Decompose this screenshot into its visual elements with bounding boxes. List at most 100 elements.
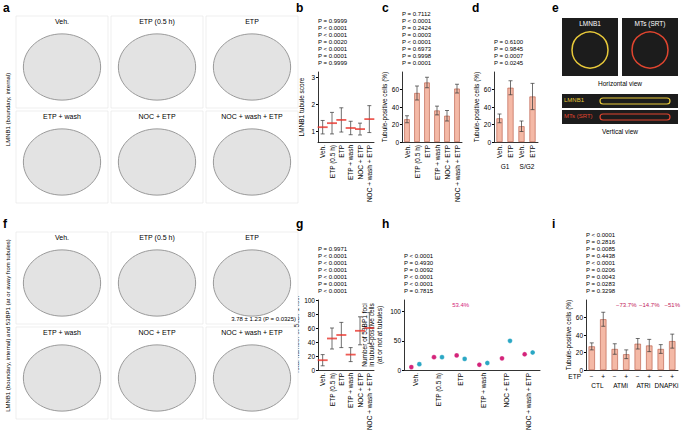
svg-text:S/G2: S/G2: [520, 163, 535, 170]
svg-text:NOC + wash + ETP: NOC + wash + ETP: [454, 145, 461, 202]
svg-text:ETP: ETP: [245, 234, 259, 241]
svg-text:LMNB1 (boundary, internal): LMNB1 (boundary, internal): [5, 73, 11, 146]
svg-text:1: 1: [311, 128, 315, 135]
svg-text:−: −: [659, 373, 663, 380]
svg-text:ETP: ETP: [424, 145, 431, 158]
svg-text:NOC + ETP: NOC + ETP: [138, 113, 175, 120]
svg-text:P < 0.0001: P < 0.0001: [586, 232, 616, 238]
svg-text:+: +: [647, 373, 651, 380]
svg-text:P = 0.3298: P = 0.3298: [586, 288, 616, 294]
svg-text:P = 0.0043: P = 0.0043: [586, 274, 616, 280]
svg-text:DNAPKi: DNAPKi: [655, 382, 679, 389]
svg-text:20: 20: [308, 353, 316, 360]
svg-text:53.4%: 53.4%: [452, 302, 470, 308]
svg-text:P < 0.0001: P < 0.0001: [318, 274, 348, 280]
svg-text:P = 0.0206: P = 0.0206: [586, 267, 616, 273]
svg-text:LMNB1 (boundary, internal) and: LMNB1 (boundary, internal) and 53BP1 (at…: [5, 239, 11, 412]
svg-text:ETP: ETP: [457, 373, 464, 386]
svg-text:f: f: [3, 217, 8, 231]
svg-text:e: e: [552, 1, 559, 15]
svg-text:20: 20: [576, 349, 584, 356]
svg-text:60: 60: [308, 325, 316, 332]
svg-text:P = 0.0001: P = 0.0001: [318, 281, 348, 287]
svg-text:g: g: [296, 217, 303, 231]
svg-text:P = 0.0085: P = 0.0085: [586, 246, 616, 252]
svg-text:P < 0.0001: P < 0.0001: [318, 260, 348, 266]
svg-text:Veh.: Veh.: [319, 373, 326, 386]
svg-text:NOC + ETP: NOC + ETP: [503, 373, 510, 408]
svg-text:−: −: [636, 373, 640, 380]
svg-text:P = 0.9999: P = 0.9999: [318, 18, 348, 24]
svg-text:60: 60: [576, 314, 584, 321]
svg-text:MTs (SRT): MTs (SRT): [635, 20, 666, 28]
svg-text:ETP: ETP: [568, 373, 581, 380]
svg-text:+: +: [601, 373, 605, 380]
svg-text:NOC + ETP: NOC + ETP: [138, 329, 175, 336]
svg-text:40: 40: [484, 104, 492, 111]
svg-text:P = 0.0007: P = 0.0007: [494, 53, 524, 59]
svg-text:P < 0.0001: P < 0.0001: [586, 260, 616, 266]
svg-text:P = 0.0001: P = 0.0001: [318, 53, 348, 59]
svg-text:P = 0.0092: P = 0.0092: [404, 267, 434, 273]
svg-text:0: 0: [395, 139, 399, 146]
svg-text:P = 0.4930: P = 0.4930: [404, 260, 434, 266]
svg-text:0: 0: [487, 139, 491, 146]
svg-text:ETP (0.5 h): ETP (0.5 h): [329, 373, 337, 406]
svg-text:ETP (0.5 h): ETP (0.5 h): [139, 234, 175, 242]
svg-text:P < 0.0001: P < 0.0001: [404, 253, 434, 259]
svg-text:P < 0.0001: P < 0.0001: [402, 18, 432, 24]
svg-text:P < 0.0001: P < 0.0001: [318, 32, 348, 38]
svg-text:Veh.: Veh.: [412, 373, 419, 386]
svg-text:NOC + ETP: NOC + ETP: [444, 145, 451, 180]
svg-text:b: b: [296, 1, 303, 15]
svg-text:NOC + wash + ETP: NOC + wash + ETP: [221, 329, 283, 336]
svg-text:ETP + wash: ETP + wash: [43, 113, 81, 120]
svg-text:ETP: ETP: [338, 145, 345, 158]
svg-text:NOC + wash + ETP: NOC + wash + ETP: [366, 373, 373, 430]
svg-text:h: h: [382, 217, 389, 231]
svg-text:Horizontal view: Horizontal view: [598, 80, 642, 87]
svg-text:P = 0.0003: P = 0.0003: [402, 32, 432, 38]
svg-text:ETP (0.5 h): ETP (0.5 h): [435, 373, 443, 406]
svg-text:G1: G1: [501, 163, 510, 170]
svg-text:Tubule-positive cells (%): Tubule-positive cells (%): [565, 300, 573, 371]
svg-text:Veh.: Veh.: [404, 145, 411, 158]
svg-text:P < 0.0001: P < 0.0001: [318, 46, 348, 52]
svg-text:P < 0.0001: P < 0.0001: [318, 288, 348, 294]
svg-text:80: 80: [308, 311, 316, 318]
svg-text:100: 100: [304, 297, 315, 304]
svg-text:Tubule-positive cells (%): Tubule-positive cells (%): [381, 72, 389, 143]
svg-text:P = 0.9845: P = 0.9845: [494, 46, 524, 52]
svg-text:40: 40: [308, 339, 316, 346]
svg-text:ETP + wash: ETP + wash: [347, 145, 354, 180]
svg-text:NOC + wash + ETP: NOC + wash + ETP: [366, 145, 373, 202]
svg-text:Veh.: Veh.: [518, 145, 525, 158]
svg-text:P = 0.9998: P = 0.9998: [402, 53, 432, 59]
svg-text:P = 0.4438: P = 0.4438: [586, 253, 616, 259]
svg-text:(at or not at tubules): (at or not at tubules): [376, 306, 384, 364]
svg-text:P < 0.0001: P < 0.0001: [318, 253, 348, 259]
svg-text:P = 0.6100: P = 0.6100: [494, 39, 524, 45]
svg-text:P = 0.2816: P = 0.2816: [586, 239, 616, 245]
svg-text:3.78 ± 1.23 (P = 0.0325): 3.78 ± 1.23 (P = 0.0325): [231, 316, 296, 322]
svg-text:P = 0.0001: P = 0.0001: [402, 60, 432, 66]
svg-text:LMNB1: LMNB1: [579, 20, 601, 27]
svg-text:50: 50: [394, 337, 402, 344]
svg-text:ETP: ETP: [338, 373, 345, 386]
svg-text:ETP + wash: ETP + wash: [480, 373, 487, 408]
svg-text:Veh.: Veh.: [55, 234, 69, 241]
svg-text:ETP: ETP: [507, 145, 514, 158]
svg-text:ATMi: ATMi: [613, 382, 628, 389]
svg-text:ETP: ETP: [529, 145, 536, 158]
svg-text:P = 0.7112: P = 0.7112: [402, 11, 431, 17]
svg-text:3: 3: [311, 74, 315, 81]
svg-text:Tubule-positive cells (%): Tubule-positive cells (%): [473, 72, 481, 143]
svg-text:MTs (SRT): MTs (SRT): [564, 113, 593, 119]
svg-text:ETP (0.5 h): ETP (0.5 h): [329, 145, 337, 178]
svg-text:100: 100: [390, 308, 401, 315]
svg-text:60: 60: [392, 86, 400, 93]
svg-text:P < 0.0001: P < 0.0001: [318, 25, 348, 31]
svg-text:P = 0.0245: P = 0.0245: [494, 60, 524, 66]
svg-text:NOC + wash + ETP: NOC + wash + ETP: [221, 113, 283, 120]
svg-text:0: 0: [311, 367, 315, 374]
